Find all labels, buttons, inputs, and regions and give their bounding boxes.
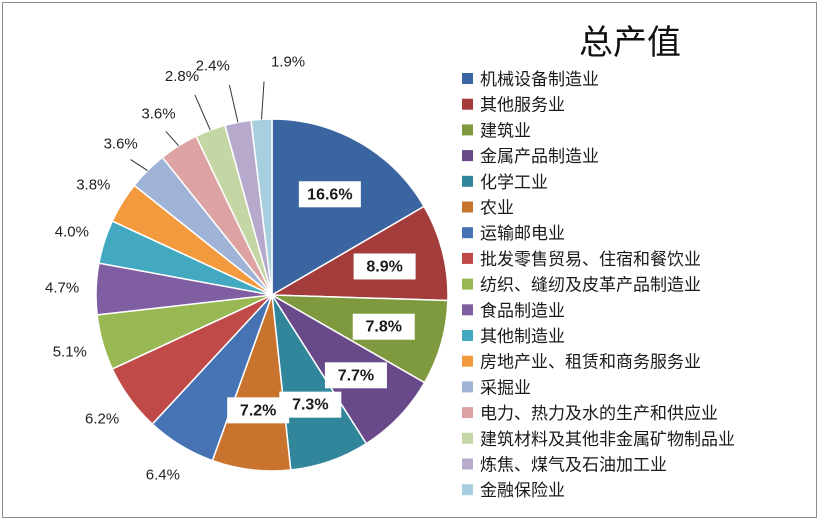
legend-item: 采掘业 bbox=[462, 378, 531, 398]
legend-label: 农业 bbox=[480, 199, 514, 219]
data-label: 3.6% bbox=[141, 106, 175, 123]
legend-swatch bbox=[462, 407, 473, 419]
legend-item: 金融保险业 bbox=[462, 481, 565, 501]
legend-swatch bbox=[462, 304, 473, 316]
data-label: 3.6% bbox=[104, 136, 138, 153]
data-label: 7.2% bbox=[240, 402, 276, 419]
data-label: 7.8% bbox=[366, 319, 402, 336]
legend-item: 食品制造业 bbox=[462, 301, 565, 321]
data-label-box bbox=[279, 391, 342, 418]
data-label: 4.0% bbox=[55, 223, 89, 240]
legend-label: 建筑业 bbox=[480, 121, 531, 141]
legend-item: 化学工业 bbox=[462, 173, 548, 193]
data-label: 6.2% bbox=[85, 410, 119, 427]
data-label: 2.8% bbox=[165, 68, 199, 85]
legend-label: 食品制造业 bbox=[480, 301, 565, 321]
legend-swatch bbox=[462, 330, 473, 341]
legend: 机械设备制造业其他服务业建筑业金属产品制造业化学工业农业运输邮电业批发零售贸易、… bbox=[462, 70, 735, 501]
legend-swatch bbox=[462, 98, 473, 110]
chart-title: 总产值 bbox=[579, 23, 681, 63]
legend-swatch bbox=[462, 227, 473, 239]
leader-line bbox=[165, 131, 180, 147]
legend-item: 批发零售贸易、住宿和餐饮业 bbox=[462, 250, 701, 270]
leader-lines bbox=[130, 81, 265, 171]
data-label-box bbox=[227, 397, 290, 424]
legend-item: 建筑材料及其他非金属矿物制品业 bbox=[462, 430, 735, 450]
legend-swatch bbox=[462, 355, 473, 367]
legend-item: 其他服务业 bbox=[462, 96, 565, 116]
data-label-box bbox=[353, 253, 416, 280]
legend-label: 化学工业 bbox=[480, 173, 548, 193]
legend-label: 批发零售贸易、住宿和餐饮业 bbox=[480, 250, 701, 270]
legend-label: 机械设备制造业 bbox=[480, 70, 599, 90]
legend-item: 运输邮电业 bbox=[462, 224, 565, 244]
data-labels: 16.6% 8.9% 7.8% 7.7% 7.3% 7.2% 6.4% 6.2% 5.1% 4.7… bbox=[45, 53, 416, 483]
legend-swatch bbox=[462, 484, 473, 496]
legend-item: 建筑业 bbox=[462, 121, 531, 141]
legend-item: 金属产品制造业 bbox=[462, 147, 599, 167]
legend-swatch bbox=[462, 201, 473, 213]
data-label: 6.4% bbox=[146, 466, 180, 483]
data-label: 2.4% bbox=[196, 57, 230, 74]
legend-label: 电力、热力及水的生产和供应业 bbox=[480, 404, 718, 424]
data-label-box bbox=[324, 362, 387, 389]
data-label: 1.9% bbox=[271, 53, 305, 70]
legend-item: 农业 bbox=[462, 199, 514, 219]
data-label-box bbox=[352, 313, 415, 340]
legend-swatch bbox=[462, 252, 473, 264]
leader-line bbox=[228, 85, 239, 123]
data-label: 3.8% bbox=[76, 177, 110, 194]
legend-label: 其他服务业 bbox=[480, 96, 565, 116]
legend-swatch bbox=[462, 175, 473, 187]
legend-swatch bbox=[462, 381, 473, 393]
legend-swatch bbox=[462, 432, 473, 444]
legend-label: 建筑材料及其他非金属矿物制品业 bbox=[480, 430, 735, 450]
data-label: 16.6% bbox=[307, 186, 352, 203]
legend-item: 机械设备制造业 bbox=[462, 70, 599, 90]
data-label: 8.9% bbox=[366, 258, 402, 275]
legend-item: 炼焦、煤气及石油加工业 bbox=[462, 456, 667, 476]
legend-swatch bbox=[462, 150, 473, 162]
legend-label: 房地产业、租赁和商务服务业 bbox=[480, 353, 701, 373]
data-label: 7.7% bbox=[338, 367, 374, 384]
data-label-box bbox=[298, 181, 361, 208]
legend-label: 采掘业 bbox=[480, 378, 531, 398]
legend-item: 纺织、缝纫及皮革产品制造业 bbox=[462, 276, 701, 296]
legend-label: 其他制造业 bbox=[480, 327, 565, 347]
data-label: 7.3% bbox=[292, 397, 328, 414]
legend-label: 金属产品制造业 bbox=[480, 147, 599, 167]
leader-line bbox=[261, 81, 265, 120]
legend-item: 房地产业、租赁和商务服务业 bbox=[462, 353, 701, 373]
leader-line bbox=[194, 94, 211, 131]
data-label: 5.1% bbox=[53, 344, 87, 361]
legend-swatch bbox=[462, 458, 473, 470]
legend-label: 炼焦、煤气及石油加工业 bbox=[480, 456, 667, 476]
data-label: 4.7% bbox=[45, 280, 79, 297]
legend-swatch bbox=[462, 278, 473, 290]
leader-line bbox=[130, 159, 148, 171]
legend-swatch bbox=[462, 124, 473, 136]
pie-slices bbox=[95, 118, 449, 472]
legend-item: 电力、热力及水的生产和供应业 bbox=[462, 404, 718, 424]
legend-label: 金融保险业 bbox=[480, 481, 565, 501]
legend-label: 运输邮电业 bbox=[480, 224, 565, 244]
legend-swatch bbox=[462, 73, 473, 84]
legend-label: 纺织、缝纫及皮革产品制造业 bbox=[480, 276, 701, 296]
legend-item: 其他制造业 bbox=[462, 327, 565, 347]
pie-slice bbox=[250, 118, 273, 296]
